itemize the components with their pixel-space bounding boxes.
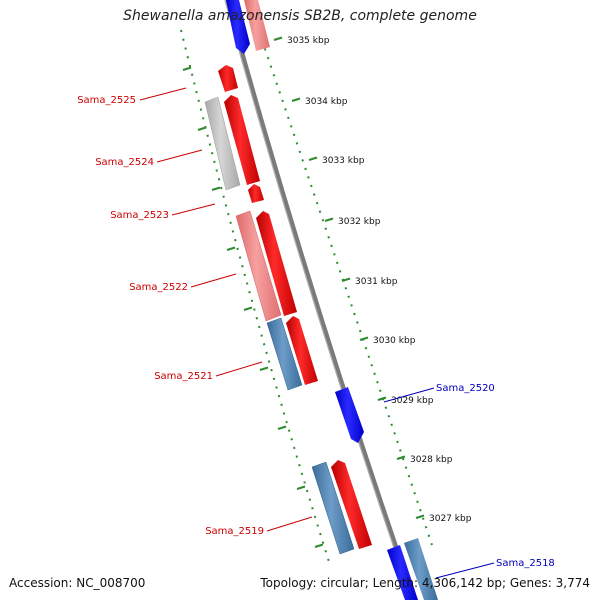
gene-arrow-sama-2525 (218, 65, 238, 92)
ruler-tick-label: 3027 kbp (429, 514, 472, 524)
forward-strand-features (218, 0, 372, 549)
ruler-tick-mark (359, 336, 369, 342)
gene-leader-line (435, 562, 495, 579)
ruler-tick-label: 3028 kbp (410, 455, 453, 465)
ruler-tick-mark (273, 36, 283, 42)
gene-arrow-top-pink (244, 0, 270, 51)
ruler-tick-mark (377, 396, 387, 402)
gene-feature-steelblue-sama-2521 (266, 317, 303, 391)
inner-tick-mark (314, 543, 324, 549)
gene-arrow-sama-2524 (224, 95, 260, 185)
ruler-tick-mark (291, 97, 301, 103)
gene-label: Sama_2519 (205, 526, 264, 537)
gene-feature-pink-sama-2522 (235, 210, 282, 322)
inner-tick-mark (243, 306, 253, 312)
gene-label: Sama_2520 (436, 383, 495, 394)
gene-arrow-sama-2518 (387, 545, 418, 600)
gene-arrow-sama-2518-light (404, 538, 438, 600)
gene-label: Sama_2525 (77, 95, 136, 106)
ruler-tick-mark (396, 455, 406, 461)
ruler-tick-mark (308, 156, 318, 162)
gene-leader-line (215, 361, 263, 377)
gene-arrow-top-blue (226, 0, 250, 54)
genome-backbone (224, 0, 417, 600)
gene-arrow-sama-2522 (256, 211, 297, 316)
gene-leader-line (156, 149, 203, 163)
inner-tick-mark (277, 425, 287, 431)
map-title: Shewanella amazonensis SB2B, complete ge… (123, 8, 477, 24)
inner-ruler-ticks (182, 66, 324, 549)
gene-arrow-sama-2521 (286, 316, 318, 385)
inner-tick-mark (197, 126, 207, 132)
gene-label: Sama_2524 (95, 157, 154, 168)
gene-feature-grey-sama-2524 (204, 96, 241, 191)
reverse-strand-features (226, 0, 438, 600)
gene-label: Sama_2522 (129, 282, 188, 293)
gene-labels: Sama_2525 Sama_2524 Sama_2523 Sama_2522 Sama… (77, 87, 555, 579)
ruler-tick-mark (324, 217, 334, 223)
ruler-tick-label: 3035 kbp (287, 36, 330, 46)
ruler-tick-label: 3033 kbp (322, 156, 365, 166)
genome-backbone-highlight (224, 0, 413, 600)
accession-text: Accession: NC_008700 (9, 576, 146, 590)
inner-tick-mark (226, 246, 236, 252)
ruler-tick-label: 3031 kbp (355, 277, 398, 287)
inner-tick-mark (296, 485, 306, 491)
gene-leader-line (266, 516, 313, 532)
inner-features (204, 96, 355, 555)
ruler-ticks: 3035 kbp 3034 kbp 3033 kbp 3032 kbp 3031 kbp… (273, 36, 472, 524)
gene-arrow-sama-2519 (331, 460, 372, 549)
inner-tick-mark (211, 186, 221, 192)
gene-leader-line (190, 273, 237, 288)
inner-tick-mark (259, 366, 269, 372)
gene-label: Sama_2523 (110, 210, 169, 221)
gene-leader-line (139, 87, 187, 101)
gene-label: Sama_2521 (154, 371, 213, 382)
ruler-tick-mark (341, 277, 351, 283)
ruler-tick-label: 3032 kbp (338, 217, 381, 227)
outer-tick-track (261, 39, 433, 546)
inner-tick-mark (182, 66, 192, 72)
inner-tick-track (180, 29, 331, 566)
gene-arrow-sama-2523 (248, 184, 264, 203)
gene-label: Sama_2518 (496, 558, 555, 569)
genome-summary-text: Topology: circular; Length: 4,306,142 bp… (260, 576, 590, 590)
gene-feature-steelblue-sama-2519 (311, 461, 355, 555)
ruler-tick-label: 3029 kbp (391, 396, 434, 406)
ruler-tick-mark (415, 514, 425, 520)
gene-leader-line (383, 387, 435, 403)
ruler-tick-label: 3034 kbp (305, 97, 348, 107)
ruler-tick-label: 3030 kbp (373, 336, 416, 346)
gene-leader-line (171, 203, 216, 216)
gene-arrow-sama-2520 (335, 387, 364, 443)
